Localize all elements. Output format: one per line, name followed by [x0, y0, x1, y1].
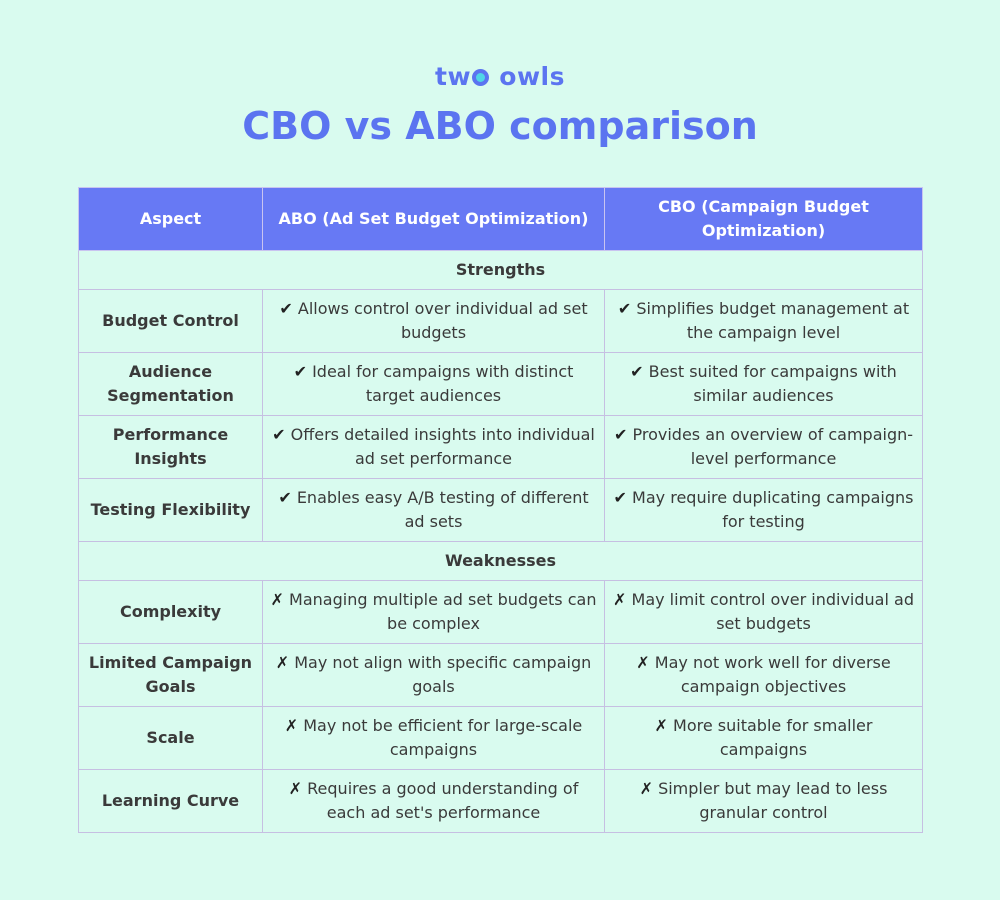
cbo-text: May limit control over individual ad set… — [631, 590, 914, 633]
abo-text: May not align with specific campaign goa… — [294, 653, 592, 696]
aspect-cell: Testing Flexibility — [78, 478, 263, 542]
cbo-text: Simplifies budget management at the camp… — [636, 299, 910, 342]
cbo-text: Simpler but may lead to less granular co… — [658, 779, 888, 822]
aspect-cell: Learning Curve — [78, 769, 263, 833]
aspect-cell: Scale — [78, 706, 263, 770]
abo-text: Allows control over individual ad set bu… — [297, 299, 588, 342]
header-aspect: Aspect — [78, 187, 263, 251]
cross-icon: ✗ — [636, 653, 650, 672]
header-abo: ABO (Ad Set Budget Optimization) — [262, 187, 605, 251]
table-row: Scale ✗ May not be efficient for large-s… — [78, 706, 923, 770]
table-row: Learning Curve ✗ Requires a good underst… — [78, 769, 923, 833]
section-label: Strengths — [78, 250, 923, 290]
section-row-weaknesses: Weaknesses — [78, 541, 923, 581]
cross-icon: ✗ — [639, 779, 653, 798]
cbo-cell: ✗ May not work well for diverse campaign… — [604, 643, 923, 707]
check-icon: ✔ — [630, 362, 644, 381]
aspect-cell: Budget Control — [78, 289, 263, 353]
cross-icon: ✗ — [613, 590, 627, 609]
table-row: Testing Flexibility ✔ Enables easy A/B t… — [78, 478, 923, 542]
brand-text-left: tw — [435, 62, 472, 91]
cross-icon: ✗ — [284, 716, 299, 735]
cross-icon: ✗ — [654, 716, 668, 735]
cbo-cell: ✔ Provides an overview of campaign-level… — [604, 415, 923, 479]
abo-cell: ✗ May not align with specific campaign g… — [262, 643, 605, 707]
cross-icon: ✗ — [270, 590, 284, 609]
cross-icon: ✗ — [288, 779, 303, 798]
abo-text: Requires a good understanding of each ad… — [307, 779, 579, 822]
abo-cell: ✗ May not be efficient for large-scale c… — [262, 706, 605, 770]
brand-logo: tw owls — [0, 60, 1000, 94]
check-icon: ✔ — [613, 488, 627, 507]
check-icon: ✔ — [278, 488, 292, 507]
cbo-text: May not work well for diverse campaign o… — [654, 653, 891, 696]
abo-text: Offers detailed insights into individual… — [290, 425, 595, 468]
cbo-text: More suitable for smaller campaigns — [673, 716, 873, 759]
section-label: Weaknesses — [78, 541, 923, 581]
abo-text: Enables easy A/B testing of different ad… — [296, 488, 589, 531]
aspect-cell: Limited Campaign Goals — [78, 643, 263, 707]
table-row: Audience Segmentation ✔ Ideal for campai… — [78, 352, 923, 416]
abo-cell: ✔ Ideal for campaigns with distinct targ… — [262, 352, 605, 416]
check-icon: ✔ — [293, 362, 307, 381]
cbo-cell: ✔ Best suited for campaigns with similar… — [604, 352, 923, 416]
abo-cell: ✔ Enables easy A/B testing of different … — [262, 478, 605, 542]
cross-icon: ✗ — [275, 653, 290, 672]
aspect-cell: Complexity — [78, 580, 263, 644]
brand-text-right: owls — [499, 62, 565, 91]
cbo-cell: ✔ May require duplicating campaigns for … — [604, 478, 923, 542]
abo-cell: ✔ Offers detailed insights into individu… — [262, 415, 605, 479]
section-row-strengths: Strengths — [78, 250, 923, 290]
table-row: Budget Control ✔ Allows control over ind… — [78, 289, 923, 353]
page-title: CBO vs ABO comparison — [242, 104, 758, 148]
abo-cell: ✔ Allows control over individual ad set … — [262, 289, 605, 353]
cbo-cell: ✔ Simplifies budget management at the ca… — [604, 289, 923, 353]
cbo-text: May require duplicating campaigns for te… — [632, 488, 914, 531]
table-row: Performance Insights ✔ Offers detailed i… — [78, 415, 923, 479]
cbo-text: Provides an overview of campaign-level p… — [632, 425, 914, 468]
comparison-table: Aspect ABO (Ad Set Budget Optimization) … — [78, 187, 923, 833]
check-icon: ✔ — [613, 425, 628, 444]
abo-text: Managing multiple ad set budgets can be … — [289, 590, 597, 633]
cbo-cell: ✗ More suitable for smaller campaigns — [604, 706, 923, 770]
abo-cell: ✗ Requires a good understanding of each … — [262, 769, 605, 833]
check-icon: ✔ — [279, 299, 293, 318]
table-row: Limited Campaign Goals ✗ May not align w… — [78, 643, 923, 707]
owl-eye-icon — [472, 69, 490, 86]
abo-cell: ✗ Managing multiple ad set budgets can b… — [262, 580, 605, 644]
aspect-cell: Performance Insights — [78, 415, 263, 479]
check-icon: ✔ — [617, 299, 632, 318]
table-row: Complexity ✗ Managing multiple ad set bu… — [78, 580, 923, 644]
aspect-cell: Audience Segmentation — [78, 352, 263, 416]
cbo-cell: ✗ Simpler but may lead to less granular … — [604, 769, 923, 833]
abo-text: Ideal for campaigns with distinct target… — [312, 362, 574, 405]
cbo-cell: ✗ May limit control over individual ad s… — [604, 580, 923, 644]
abo-text: May not be efficient for large-scale cam… — [303, 716, 583, 759]
check-icon: ✔ — [272, 425, 286, 444]
table-header-row: Aspect ABO (Ad Set Budget Optimization) … — [78, 187, 923, 251]
header-cbo: CBO (Campaign Budget Optimization) — [604, 187, 923, 251]
cbo-text: Best suited for campaigns with similar a… — [648, 362, 897, 405]
